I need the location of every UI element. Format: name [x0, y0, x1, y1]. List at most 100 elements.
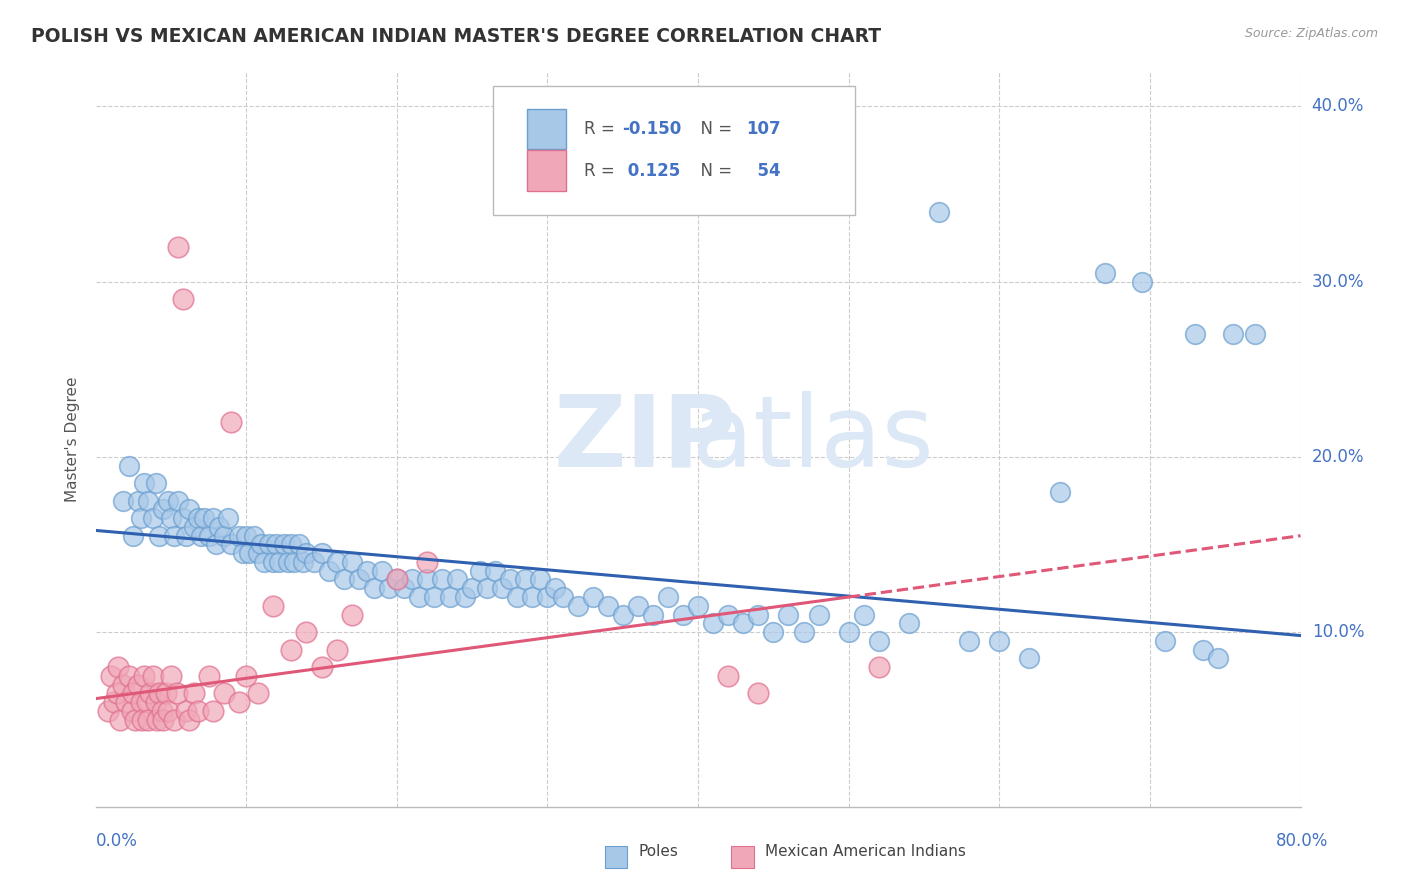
Point — [247, 686, 270, 700]
Point — [1244, 327, 1267, 342]
Point — [145, 695, 167, 709]
Point — [152, 713, 174, 727]
Point — [401, 573, 423, 587]
Point — [232, 546, 254, 560]
Point — [190, 529, 212, 543]
Point — [280, 642, 302, 657]
Point — [114, 695, 136, 709]
Point — [318, 564, 340, 578]
Point — [672, 607, 695, 622]
Point — [247, 546, 270, 560]
Point — [235, 669, 257, 683]
Point — [408, 590, 430, 604]
Text: R =: R = — [583, 161, 620, 179]
Point — [124, 713, 146, 727]
Point — [205, 537, 228, 551]
Point — [167, 239, 190, 253]
Point — [897, 616, 920, 631]
Text: atlas: atlas — [692, 391, 934, 488]
Point — [111, 493, 134, 508]
Point — [778, 607, 800, 622]
Point — [311, 660, 333, 674]
Point — [747, 607, 769, 622]
Point — [129, 511, 152, 525]
Point — [612, 607, 634, 622]
Point — [174, 704, 197, 718]
Point — [747, 686, 769, 700]
Text: -0.150: -0.150 — [623, 120, 682, 137]
Point — [988, 633, 1011, 648]
Point — [172, 292, 194, 306]
Point — [506, 590, 529, 604]
Point — [177, 502, 200, 516]
Point — [155, 686, 177, 700]
Point — [596, 599, 619, 613]
Point — [499, 573, 522, 587]
Point — [167, 493, 190, 508]
Point — [295, 546, 318, 560]
Point — [150, 704, 173, 718]
Point — [477, 581, 499, 595]
Point — [544, 581, 567, 595]
Point — [122, 686, 145, 700]
Point — [513, 573, 536, 587]
Point — [627, 599, 650, 613]
Point — [139, 686, 162, 700]
Point — [127, 493, 149, 508]
Point — [277, 555, 299, 569]
Point — [439, 590, 461, 604]
Point — [122, 529, 145, 543]
Point — [228, 695, 250, 709]
Text: Poles: Poles — [638, 845, 678, 859]
Point — [262, 555, 284, 569]
Point — [266, 537, 288, 551]
Point — [1154, 633, 1177, 648]
Point — [868, 660, 890, 674]
Point — [219, 537, 242, 551]
Point — [166, 686, 188, 700]
Point — [733, 616, 755, 631]
Point — [325, 555, 347, 569]
Point — [529, 573, 551, 587]
Point — [156, 704, 179, 718]
Point — [111, 678, 134, 692]
Point — [257, 537, 280, 551]
Point — [187, 704, 209, 718]
Point — [567, 599, 589, 613]
Point — [356, 564, 378, 578]
Point — [295, 625, 318, 640]
Point — [273, 537, 295, 551]
Point — [262, 599, 284, 613]
Point — [136, 713, 159, 727]
Point — [657, 590, 679, 604]
Point — [378, 581, 401, 595]
Point — [416, 573, 439, 587]
Point — [1184, 327, 1206, 342]
Point — [288, 537, 311, 551]
FancyBboxPatch shape — [527, 109, 565, 149]
Text: N =: N = — [690, 120, 737, 137]
Point — [1132, 275, 1154, 289]
Point — [160, 669, 183, 683]
Point — [686, 599, 709, 613]
Point — [371, 564, 394, 578]
Point — [146, 713, 169, 727]
Text: N =: N = — [690, 161, 737, 179]
Point — [242, 529, 264, 543]
Point — [235, 529, 257, 543]
Point — [807, 607, 830, 622]
Point — [118, 458, 141, 473]
Point — [250, 537, 273, 551]
Point — [868, 633, 890, 648]
Point — [280, 537, 302, 551]
Point — [132, 669, 155, 683]
Point — [253, 555, 276, 569]
Point — [152, 502, 174, 516]
Text: 20.0%: 20.0% — [1312, 448, 1364, 466]
Point — [148, 529, 170, 543]
Point — [118, 669, 141, 683]
Point — [702, 616, 724, 631]
Point — [148, 686, 170, 700]
Point — [172, 511, 194, 525]
Y-axis label: Master's Degree: Master's Degree — [65, 376, 80, 502]
